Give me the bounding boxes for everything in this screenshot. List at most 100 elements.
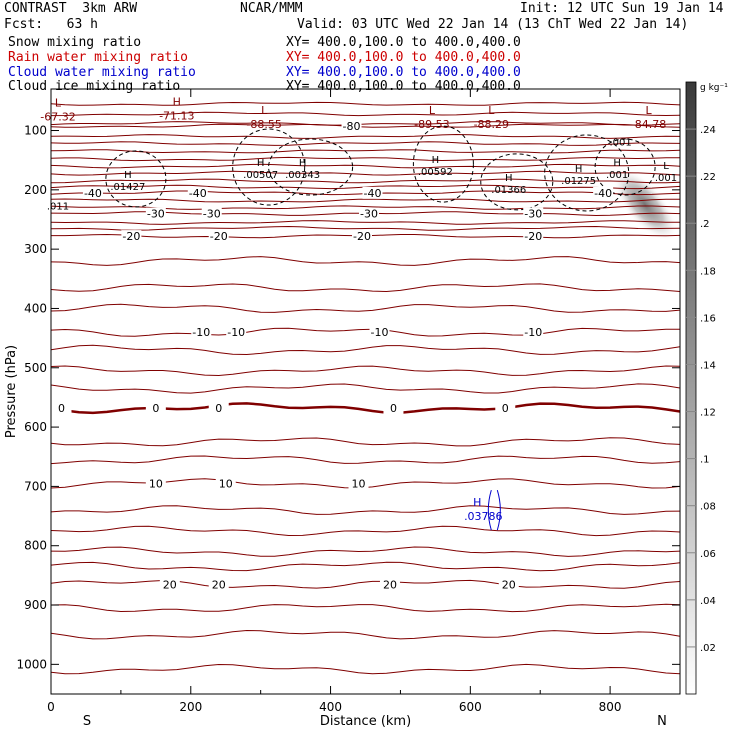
y-tick-label: 700 xyxy=(24,479,47,493)
colorbar-tick-label: .02 xyxy=(700,643,716,654)
extreme-marker: L xyxy=(55,97,62,110)
direction-south: S xyxy=(83,714,91,729)
contour-label: -30 xyxy=(203,208,221,221)
contour-label-bg xyxy=(51,402,72,415)
extreme-marker: L xyxy=(645,104,652,117)
cloud-water-value: .03786 xyxy=(464,510,503,523)
temperature-contour xyxy=(51,546,680,557)
contour-label-bg xyxy=(208,230,229,243)
y-tick-label: 1000 xyxy=(16,657,47,671)
legend-rain-name: Rain water mixing ratio xyxy=(8,50,189,65)
contour-label-bg xyxy=(159,578,180,591)
colorbar-tick-label: .08 xyxy=(700,502,716,513)
contour-label: -20 xyxy=(524,230,542,243)
y-tick-label: 200 xyxy=(24,183,47,197)
legend-cloud-ice-name: Cloud ice mixing ratio xyxy=(8,79,181,94)
ice-value: .01275 xyxy=(561,176,596,187)
plot-frame xyxy=(50,88,681,695)
ice-value: .00343 xyxy=(285,170,320,181)
legend-cloud-water-name: Cloud water mixing ratio xyxy=(8,65,196,80)
colorbar-tick-label: .22 xyxy=(700,172,716,183)
y-tick-label: 400 xyxy=(24,301,47,315)
contour-label: -10 xyxy=(227,326,245,339)
ice-value: .01427 xyxy=(110,182,145,193)
contour-label-bg xyxy=(145,207,166,220)
contour-label: -40 xyxy=(84,187,102,200)
contour-label: 0 xyxy=(390,402,397,415)
contour-label: 0 xyxy=(58,402,65,415)
temperature-contour xyxy=(51,101,680,106)
contour-label-bg xyxy=(593,186,614,199)
temperature-contour xyxy=(51,561,680,572)
contour-label-bg xyxy=(208,578,229,591)
colorbar-tick-label: .16 xyxy=(700,313,716,324)
direction-north: N xyxy=(657,714,667,729)
contour-label: -10 xyxy=(370,326,388,339)
temperature-contour xyxy=(51,629,680,640)
ice-contour xyxy=(232,128,306,206)
contour-label-bg xyxy=(208,402,229,415)
ice-value: .001 xyxy=(606,170,628,181)
ice-value: .00507 xyxy=(243,170,278,181)
ice-marker: H xyxy=(299,158,307,169)
ice-marker: H xyxy=(432,155,440,166)
colorbar-unit: g kg⁻¹ xyxy=(700,83,728,93)
contour-label: -20 xyxy=(210,230,228,243)
y-tick-label: 300 xyxy=(24,242,47,256)
extreme-marker: L xyxy=(488,104,495,117)
contour-label: -40 xyxy=(364,187,382,200)
contour-label-bg xyxy=(82,186,103,199)
x-tick-label: 400 xyxy=(319,700,342,714)
colorbar-tick-label: .2 xyxy=(700,219,710,230)
temperature-contour xyxy=(51,256,680,266)
temperature-contour xyxy=(51,225,680,231)
contour-label: -10 xyxy=(524,326,542,339)
contour-label-bg xyxy=(369,326,390,339)
contour-label-bg xyxy=(341,119,362,132)
contour-label: -30 xyxy=(360,208,378,221)
legend-cloud-ice-xy: XY= 400.0,100.0 to 400.0,400.0 xyxy=(286,79,521,94)
contour-label-bg xyxy=(523,326,544,339)
temperature-contour xyxy=(51,156,680,162)
y-axis-label: Pressure (hPa) xyxy=(4,345,19,438)
temperature-contour xyxy=(51,133,680,139)
legend-rain-xy: XY= 400.0,100.0 to 400.0,400.0 xyxy=(286,50,521,65)
snow-shading xyxy=(612,168,678,241)
colorbar-tick-label: .12 xyxy=(700,408,716,419)
contour-label-bg xyxy=(352,230,373,243)
contour-label: 20 xyxy=(163,578,177,591)
temperature-contour xyxy=(51,437,680,447)
temperature-contour xyxy=(51,663,680,675)
contour-label-bg xyxy=(145,477,166,490)
x-tick-label: 200 xyxy=(179,700,202,714)
contour-label: 0 xyxy=(215,402,222,415)
ice-contour xyxy=(480,153,554,211)
title-center: NCAR/MMM xyxy=(240,1,303,16)
temperature-contour xyxy=(51,170,680,176)
y-tick-label: 500 xyxy=(24,361,47,375)
temperature-contour xyxy=(51,383,680,394)
temperature-contour xyxy=(51,163,680,169)
contour-label-bg xyxy=(383,402,404,415)
contour-label: -80 xyxy=(343,120,361,133)
cloud-water-marker: H xyxy=(473,496,481,509)
contour-label-bg xyxy=(226,326,247,339)
colorbar xyxy=(685,81,697,695)
extreme-value: -88.29 xyxy=(474,118,509,131)
temperature-contour xyxy=(51,579,680,589)
contour-label: -30 xyxy=(147,208,165,221)
ice-value: .01366 xyxy=(491,185,526,196)
contour-label: 10 xyxy=(149,477,163,490)
contour-label: -20 xyxy=(353,230,371,243)
ice-marker: H xyxy=(124,170,132,181)
colorbar-tick-label: .1 xyxy=(700,455,710,466)
ice-contour xyxy=(412,125,474,203)
contour-label: -20 xyxy=(122,230,140,243)
ice-marker: H xyxy=(505,173,513,184)
extreme-marker: L xyxy=(261,104,268,117)
contour-label: 20 xyxy=(212,578,226,591)
valid-time: Valid: 03 UTC Wed 22 Jan 14 (13 ChT Wed … xyxy=(297,17,689,32)
temperature-contour xyxy=(51,303,680,313)
temperature-contour xyxy=(51,149,680,154)
